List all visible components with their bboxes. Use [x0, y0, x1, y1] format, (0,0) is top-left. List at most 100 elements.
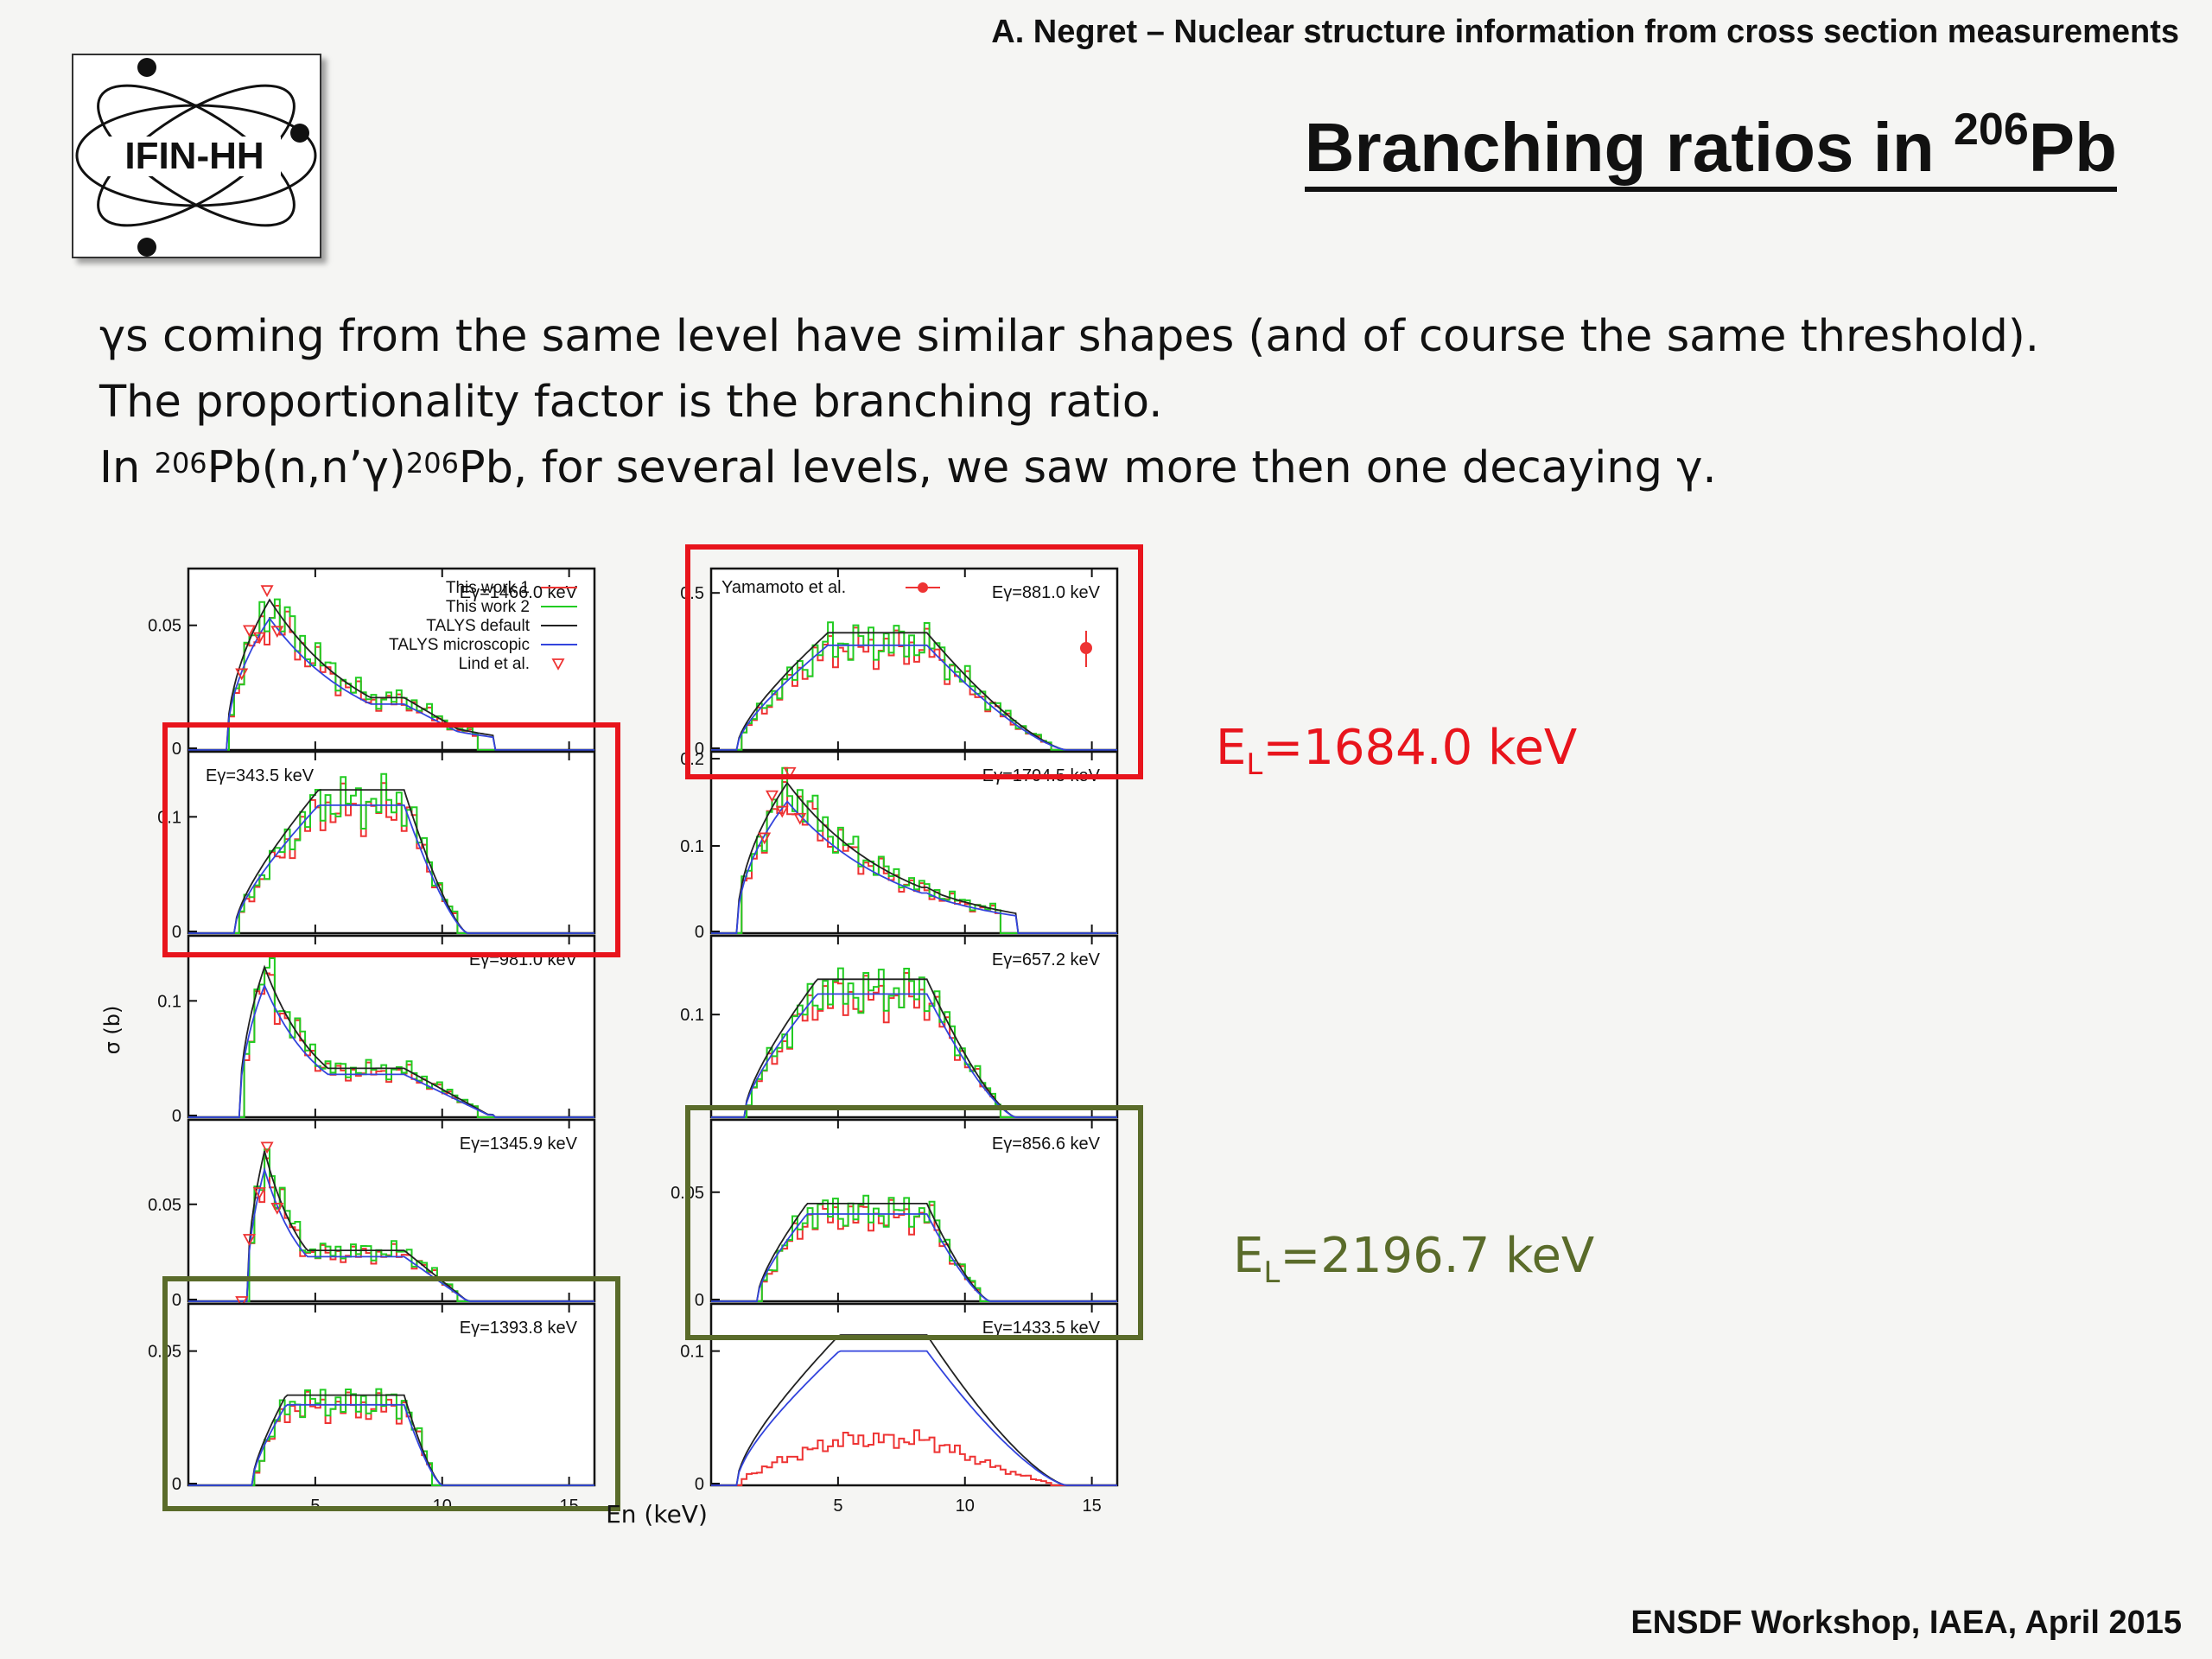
lind-point [765, 790, 779, 803]
panel-gamma-label: Eγ=657.2 keV [992, 950, 1101, 969]
title-text: Branching ratios in [1304, 109, 1954, 186]
series-talys-microscopic [711, 800, 1117, 934]
y-tick-label: 0.1 [157, 992, 181, 1011]
title-mass-number: 206 [1954, 105, 2029, 155]
legend-entry: This work 1 [446, 579, 530, 597]
yamamoto-swatch-dot [918, 582, 928, 593]
panel-frame [187, 934, 596, 1119]
green-highlight-box-left [162, 1276, 620, 1511]
panel-frame [709, 1118, 1119, 1303]
series-talys-microscopic [711, 644, 1117, 751]
legend-swatch [551, 658, 565, 671]
panel-gamma-label: Eγ=1393.8 keV [460, 1319, 578, 1338]
legend-entry: This work 2 [446, 598, 530, 616]
atom-logo-icon: IFIN-HH [75, 58, 317, 257]
legend-entry: Lind et al. [459, 655, 530, 673]
y-tick-label: 0.1 [680, 837, 704, 856]
page-title: Branching ratios in 206Pb [1304, 105, 2117, 193]
body-line-1: γs coming from the same level have simil… [99, 311, 2039, 362]
series-talys-microscopic [711, 1213, 1117, 1302]
panel-frame [709, 1302, 1119, 1487]
y-tick-label: 0.1 [680, 1343, 704, 1362]
lind-point [758, 832, 772, 845]
y-tick-label: 0.05 [148, 617, 181, 636]
plot-panel: 0 0.5 Eγ=881.0 keV Yamamoto et al. [680, 567, 1119, 759]
panel-gamma-label: Eγ=1345.9 keV [460, 1135, 578, 1154]
yamamoto-legend: Yamamoto et al. [721, 578, 846, 597]
y-axis-label: σ (b) [100, 1006, 124, 1055]
logo-text: IFIN-HH [124, 135, 264, 177]
lind-point [260, 1141, 274, 1154]
plot-panel: 0 0.1 Eγ=343.5 keV [157, 750, 596, 942]
lind-point [793, 812, 807, 825]
lind-point [775, 805, 789, 818]
header-citation: A. Negret – Nuclear structure informatio… [991, 14, 2179, 50]
green-highlight-box-right [685, 1105, 1143, 1340]
panel-gamma-label: Eγ=856.6 keV [992, 1135, 1101, 1154]
plot-panel: 0 0.05 Eγ=1345.9 keV [148, 1118, 596, 1310]
series-talys-microscopic [188, 1166, 594, 1302]
panel-frame [187, 1118, 596, 1303]
plot-panel: 00.1Eγ=981.0 keV [157, 934, 596, 1126]
legend-entry: TALYS microscopic [389, 636, 530, 654]
plot-panel: 0.1 Eγ=657.2 keV [680, 934, 1119, 1119]
y-tick-label: 0.1 [680, 1006, 704, 1025]
y-tick-label: 0 [172, 740, 181, 759]
panel-gamma-label: Eγ=343.5 keV [206, 766, 315, 785]
series-this-work-1 [711, 1429, 1117, 1486]
panel-frame [187, 567, 596, 752]
y-tick-label: 0 [172, 923, 181, 942]
y-tick-label: 0 [695, 1475, 704, 1494]
lind-point [235, 668, 249, 681]
lind-point [252, 1187, 266, 1199]
lind-point [235, 1296, 249, 1308]
level-label-1684: EL=1684.0 keV [1216, 720, 1578, 783]
x-axis-label: En (keV) [606, 1500, 708, 1529]
legend-entry: TALYS default [426, 617, 530, 635]
x-tick-label: 5 [833, 1497, 842, 1516]
red-highlight-box-left [162, 722, 620, 957]
y-tick-label: 0.1 [157, 808, 181, 827]
y-tick-label: 0 [695, 740, 704, 759]
level-label-2196: EL=2196.7 keV [1233, 1228, 1595, 1291]
y-tick-label: 0 [172, 1107, 181, 1126]
body-text: γs coming from the same level have simil… [99, 304, 2039, 501]
series-talys-microscopic [188, 983, 594, 1118]
panel-frame [709, 750, 1119, 935]
panel-frame [187, 750, 596, 935]
series-talys-microscopic [711, 993, 1117, 1118]
y-tick-label: 0.2 [680, 750, 704, 769]
y-tick-label: 0.5 [680, 584, 704, 603]
body-line-2: The proportionality factor is the branch… [99, 377, 1163, 428]
body-line-3: In 206Pb(n,n’γ)206Pb, for several levels… [99, 442, 1717, 493]
footer-citation: ENSDF Workshop, IAEA, April 2015 [1630, 1605, 2182, 1641]
title-element: Pb [2028, 109, 2117, 186]
panel-gamma-label: Eγ=881.0 keV [992, 583, 1101, 602]
x-tick-label: 15 [1083, 1497, 1102, 1516]
y-tick-label: 0 [695, 923, 704, 942]
series-talys-microscopic [188, 616, 594, 751]
series-this-work-2 [188, 598, 594, 751]
institute-logo: IFIN-HH [72, 54, 321, 258]
plot-panel: 0 0.1 Eγ=1433.5 keV 5 10 15 [680, 1302, 1119, 1516]
lind-point [270, 626, 284, 639]
lind-point [242, 625, 257, 638]
series-talys-microscopic [711, 1350, 1117, 1486]
lind-point [252, 632, 266, 645]
x-tick-label: 10 [956, 1497, 975, 1516]
lind-point [260, 585, 274, 598]
panel-gamma-label: Eγ=1433.5 keV [982, 1319, 1101, 1338]
y-tick-label: 0 [695, 1291, 704, 1310]
lind-point [270, 1203, 284, 1215]
red-highlight-box-right [685, 544, 1143, 779]
y-tick-label: 0 [172, 1291, 181, 1310]
panel-frame [709, 934, 1119, 1119]
series-talys-microscopic [188, 804, 594, 934]
lind-point [242, 1234, 257, 1246]
yamamoto-point [1080, 642, 1092, 654]
y-tick-label: 0.05 [148, 1196, 181, 1215]
